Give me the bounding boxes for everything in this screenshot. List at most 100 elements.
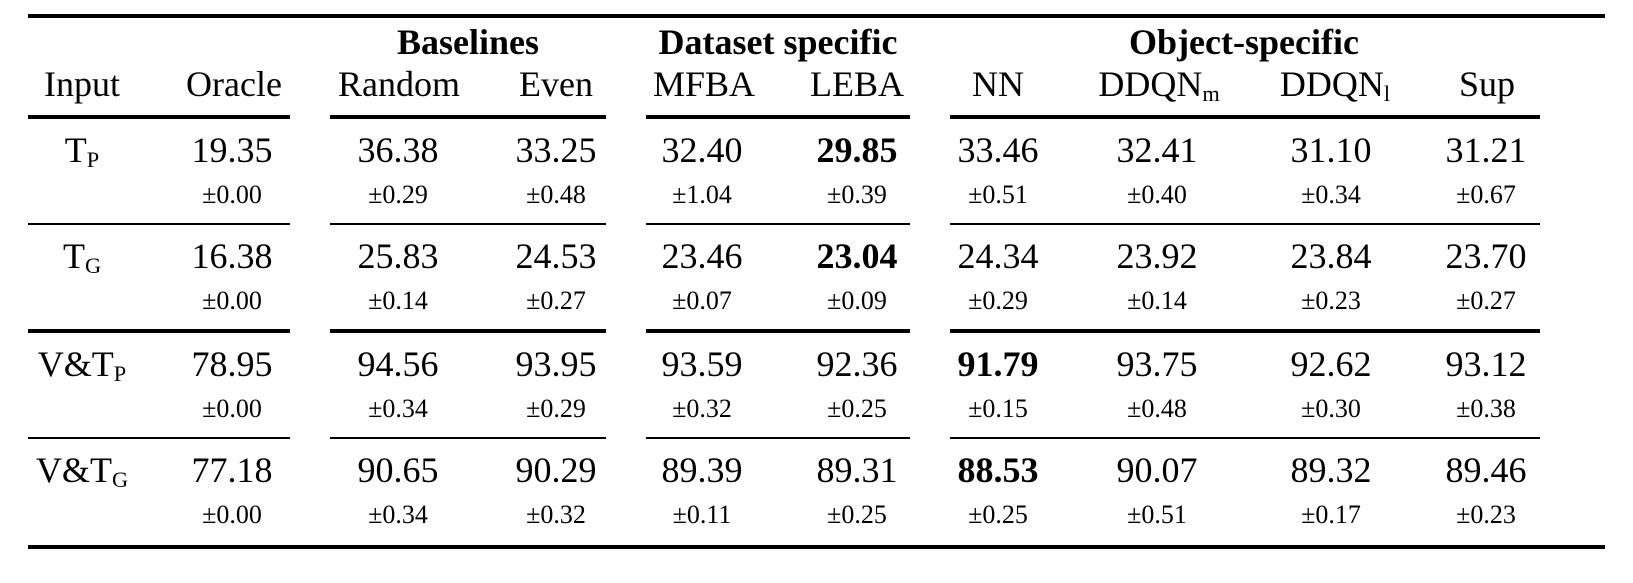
- row-label: V&TP: [37, 344, 127, 386]
- cell-std: ±0.27: [1456, 286, 1516, 315]
- cell-std: ±1.04: [672, 180, 732, 209]
- cell-value: 93.12: [1445, 344, 1527, 384]
- row-rule-1: [28, 223, 290, 225]
- cell-value: 92.36: [816, 344, 898, 384]
- cell-std: ±0.40: [1127, 180, 1187, 209]
- row-label: V&TG: [35, 450, 129, 492]
- row-rule-3b: [330, 437, 606, 439]
- cell-value: 33.46: [957, 130, 1039, 170]
- cell-std: ±0.39: [827, 180, 887, 209]
- cell-value: 89.31: [816, 450, 898, 490]
- cell-std: ±0.11: [672, 500, 732, 529]
- table-top-rule: [28, 14, 1605, 18]
- cell-value: 31.21: [1445, 130, 1527, 170]
- cell-value: 90.65: [357, 450, 439, 490]
- group-header-baselines: Baselines: [396, 22, 540, 62]
- header-rule-dataset: [646, 115, 910, 119]
- row-rule-1b: [330, 223, 606, 225]
- header-rule-baselines: [330, 115, 606, 119]
- cell-value: 25.83: [357, 236, 439, 276]
- cell-std: ±0.09: [827, 286, 887, 315]
- cell-value: 89.32: [1290, 450, 1372, 490]
- cell-value-best: 23.04: [816, 236, 898, 276]
- row-rule-2c: [646, 329, 910, 333]
- column-header-input: Input: [44, 64, 120, 104]
- cell-std: ±0.38: [1456, 394, 1516, 423]
- cell-value: 78.95: [191, 344, 273, 384]
- cell-std: ±0.34: [368, 500, 428, 529]
- group-header-object-specific: Object-specific: [1129, 22, 1359, 62]
- cell-std: ±0.23: [1456, 500, 1516, 529]
- column-header-random: Random: [338, 64, 460, 104]
- cell-std: ±0.00: [202, 286, 262, 315]
- cell-value: 24.34: [957, 236, 1039, 276]
- cell-std: ±0.00: [202, 500, 262, 529]
- row-rule-3: [28, 437, 290, 439]
- cell-std: ±0.27: [526, 286, 586, 315]
- cell-std: ±0.15: [968, 394, 1028, 423]
- cell-std: ±0.34: [368, 394, 428, 423]
- row-label: TP: [64, 130, 100, 172]
- cell-value: 94.56: [357, 344, 439, 384]
- row-rule-2: [28, 329, 290, 333]
- cell-std: ±0.29: [526, 394, 586, 423]
- header-rule-input: [28, 115, 290, 119]
- cell-value: 24.53: [515, 236, 597, 276]
- cell-std: ±0.48: [1127, 394, 1187, 423]
- cell-std: ±0.14: [1127, 286, 1187, 315]
- cell-std: ±0.25: [968, 500, 1028, 529]
- header-rule-object: [950, 115, 1540, 119]
- cell-value: 36.38: [357, 130, 439, 170]
- cell-value: 23.46: [661, 236, 743, 276]
- column-header-sup: Sup: [1458, 64, 1516, 104]
- cell-std: ±0.14: [368, 286, 428, 315]
- cell-value: 77.18: [191, 450, 273, 490]
- column-header-oracle: Oracle: [186, 64, 282, 104]
- header-rule-oracle: [178, 115, 290, 119]
- cell-value: 89.46: [1445, 450, 1527, 490]
- cell-value: 33.25: [515, 130, 597, 170]
- row-rule-3c: [646, 437, 910, 439]
- cell-std: ±0.67: [1456, 180, 1516, 209]
- cell-std: ±0.00: [202, 394, 262, 423]
- cell-value: 93.75: [1116, 344, 1198, 384]
- cell-std: ±0.51: [968, 180, 1028, 209]
- cell-std: ±0.34: [1301, 180, 1361, 209]
- cell-value: 93.59: [661, 344, 743, 384]
- cell-value: 93.95: [515, 344, 597, 384]
- cell-std: ±0.00: [202, 180, 262, 209]
- cell-std: ±0.25: [827, 500, 887, 529]
- cell-value: 23.84: [1290, 236, 1372, 276]
- column-header-even: Even: [519, 64, 593, 104]
- cell-value: 19.35: [191, 130, 273, 170]
- cell-value-best: 29.85: [816, 130, 898, 170]
- group-header-dataset-specific: Dataset specific: [658, 22, 898, 62]
- cell-std: ±0.32: [526, 500, 586, 529]
- cell-std: ±0.07: [672, 286, 732, 315]
- cell-std: ±0.29: [968, 286, 1028, 315]
- cell-std: ±0.29: [368, 180, 428, 209]
- cell-std: ±0.23: [1301, 286, 1361, 315]
- cell-std: ±0.32: [672, 394, 732, 423]
- row-rule-2d: [950, 329, 1540, 333]
- cell-value-best: 91.79: [957, 344, 1039, 384]
- column-header-mfba: MFBA: [652, 64, 756, 104]
- row-rule-2b: [330, 329, 606, 333]
- cell-std: ±0.25: [827, 394, 887, 423]
- column-header-leba: LEBA: [810, 64, 904, 104]
- row-rule-1d: [950, 223, 1540, 225]
- row-rule-3d: [950, 437, 1540, 439]
- cell-std: ±0.51: [1127, 500, 1187, 529]
- cell-value: 16.38: [191, 236, 273, 276]
- cell-std: ±0.17: [1301, 500, 1361, 529]
- cell-value: 92.62: [1290, 344, 1372, 384]
- cell-value: 90.07: [1116, 450, 1198, 490]
- row-label: TG: [62, 236, 102, 278]
- cell-std: ±0.30: [1301, 394, 1361, 423]
- cell-value: 23.70: [1445, 236, 1527, 276]
- column-header-nn: NN: [972, 64, 1024, 104]
- column-header-ddqn-m: DDQNm: [1098, 64, 1220, 106]
- column-header-ddqn-l: DDQNl: [1279, 64, 1391, 106]
- cell-value: 89.39: [661, 450, 743, 490]
- row-rule-1c: [646, 223, 910, 225]
